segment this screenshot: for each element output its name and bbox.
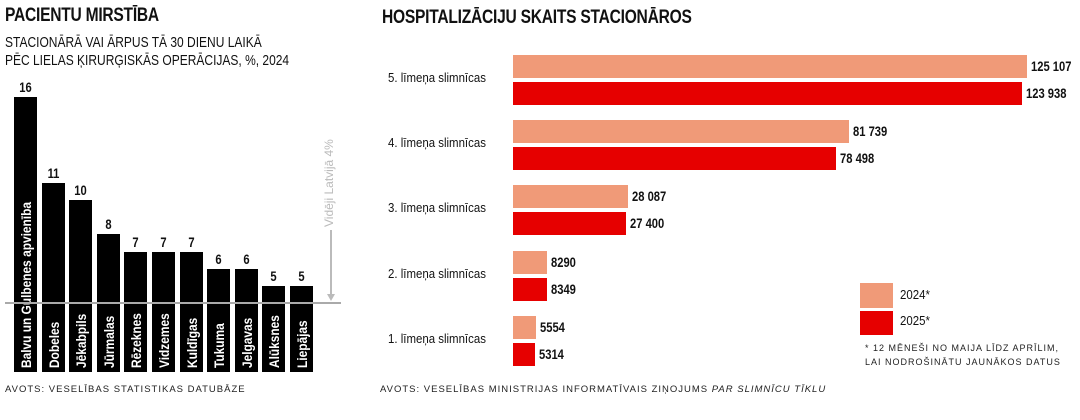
bar — [152, 251, 175, 372]
bar — [41, 182, 65, 372]
bar — [207, 268, 231, 372]
bar-2025 — [513, 211, 626, 235]
bar-2024 — [513, 251, 548, 274]
category-label: Alūksnes — [266, 315, 283, 368]
category-label: Jūrmalas — [100, 315, 117, 368]
right-chart-title: HOSPITALIZĀCIJU SKAITS STACIONĀROS — [382, 7, 692, 28]
bar — [234, 268, 258, 372]
bar-2025 — [513, 81, 1023, 105]
value-label: 6 — [243, 250, 250, 267]
legend-swatch-2025 — [860, 311, 893, 335]
row-label: 1. līmeņa slimnīcas — [388, 331, 486, 346]
bar-2025 — [513, 342, 535, 366]
left-source: AVOTS: VESELĪBAS STATISTIKAS DATUBĀZE — [5, 384, 246, 395]
bar — [124, 251, 148, 372]
arrow-head-icon — [327, 294, 335, 301]
value-label: 28 087 — [632, 188, 667, 204]
value-label: 7 — [132, 233, 140, 250]
value-label: 5 — [270, 268, 278, 284]
bar — [69, 200, 93, 372]
category-label: Vidzemes — [156, 313, 172, 368]
bar-2024 — [513, 120, 849, 143]
right-source-text: AVOTS: VESELĪBAS MINISTRIJAS INFORMATĪVA… — [380, 384, 712, 395]
value-label: 125 107 — [1031, 58, 1072, 74]
row-label: 4. līmeņa slimnīcas — [388, 135, 486, 150]
value-label: 123 938 — [1026, 84, 1067, 101]
bar — [262, 286, 286, 372]
legend-label-2024: 2024* — [900, 287, 930, 302]
value-label: 5314 — [538, 345, 564, 362]
value-label: 5554 — [539, 319, 565, 335]
bar-2025 — [513, 277, 548, 301]
footnote-2: LAI NODROŠINĀTU JAUNĀKOS DATUS — [865, 357, 1061, 367]
left-chart-subtitle-1: STACIONĀRĀ VAI ĀRPUS TĀ 30 DIENU LAIKĀ — [5, 34, 262, 51]
legend-swatch-2024 — [860, 283, 893, 308]
value-label: 27 400 — [629, 214, 664, 231]
right-source-italic: PAR SLIMNĪCU TĪKLU — [711, 384, 827, 395]
value-label: 7 — [160, 233, 167, 250]
value-label: 8349 — [551, 280, 577, 297]
left-chart-subtitle-2: PĒC LIELAS ĶIRURĢISKĀS OPERĀCIJAS, %, 20… — [5, 52, 290, 69]
value-label: 6 — [215, 250, 222, 267]
value-label: 8 — [105, 216, 112, 233]
footnote-1: * 12 MĒNEŠI NO MAIJA LĪDZ APRĪLIM, — [865, 343, 1060, 353]
value-label: 8290 — [551, 254, 576, 270]
row-label: 5. līmeņa slimnīcas — [388, 70, 486, 85]
category-label: Jelgavas — [238, 317, 255, 368]
average-line — [5, 302, 341, 304]
value-label: 10 — [74, 182, 87, 198]
value-label: 81 739 — [852, 123, 888, 139]
value-label: 5 — [298, 268, 305, 284]
category-label: Tukuma — [211, 323, 228, 368]
category-label: Liepājas — [294, 320, 310, 368]
bar-2025 — [513, 146, 836, 170]
bar-2024 — [513, 55, 1027, 78]
bar-2024 — [513, 185, 629, 208]
row-label: 2. līmeņa slimnīcas — [388, 266, 486, 281]
value-label: 78 498 — [839, 149, 874, 166]
row-label: 3. līmeņa slimnīcas — [388, 200, 486, 215]
bar — [290, 286, 313, 372]
left-chart-title: PACIENTU MIRSTĪBA — [5, 5, 159, 26]
value-label: 11 — [47, 164, 60, 181]
category-label: Rēzeknes — [128, 313, 145, 368]
value-label: 16 — [19, 78, 32, 95]
bar-2024 — [513, 316, 536, 339]
category-label: Kuldīgas — [183, 317, 200, 368]
value-label: 7 — [187, 233, 195, 250]
legend-label-2025: 2025* — [900, 313, 930, 328]
bar — [179, 251, 203, 372]
right-source: AVOTS: VESELĪBAS MINISTRIJAS INFORMATĪVA… — [380, 384, 826, 395]
category-label: Dobeles — [45, 321, 62, 368]
category-label: Jēkabpils — [73, 313, 90, 368]
average-label: Vidēji Latvijā 4% — [322, 136, 336, 230]
category-label: Balvu un Gulbenes apvienība — [18, 202, 34, 368]
